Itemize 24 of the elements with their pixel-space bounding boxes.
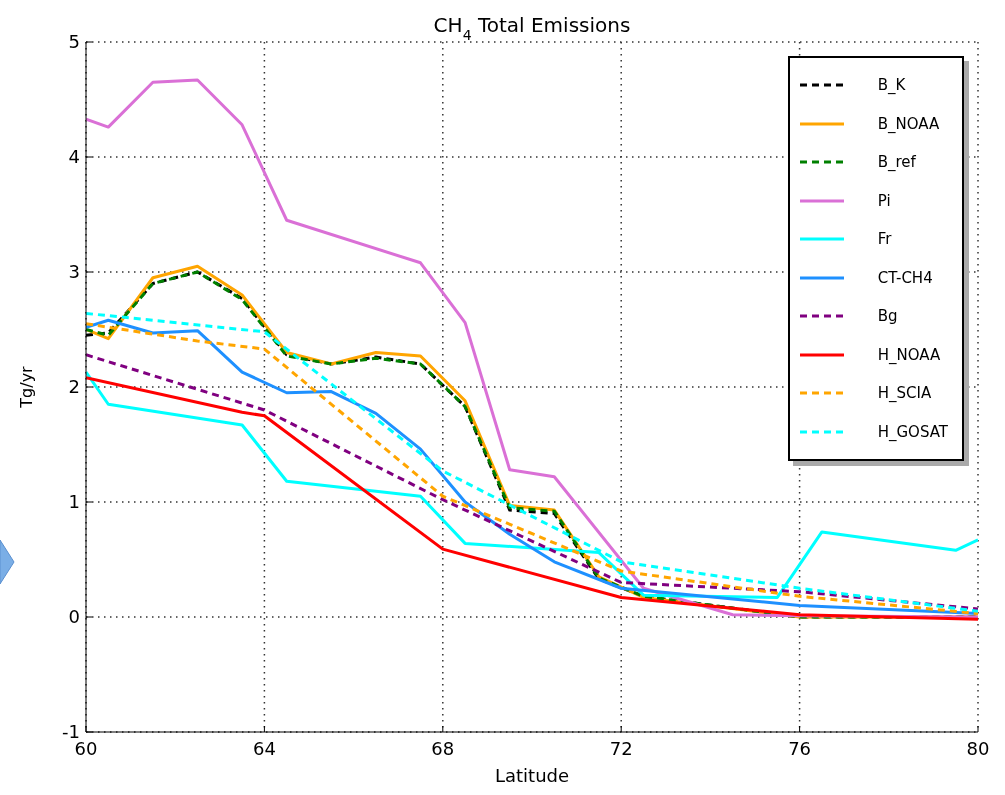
y-tick-label: 1: [68, 491, 80, 513]
y-axis-title: Tg/yr: [16, 365, 36, 409]
y-tick-label: 4: [68, 146, 80, 168]
y-tick-label: 2: [68, 376, 80, 398]
legend-label: CT-CH4: [877, 268, 933, 287]
x-tick-label: 72: [609, 737, 633, 759]
x-tick-label: 76: [788, 737, 812, 759]
legend-label: Fr: [877, 230, 892, 249]
x-axis-title: Latitude: [494, 765, 570, 786]
chart-title: CH$_{4}$ Total Emissions: [433, 13, 631, 43]
x-tick-label: 80: [966, 737, 990, 759]
y-tick-label: 0: [68, 606, 80, 628]
legend-label: H_NOAA: [877, 345, 941, 364]
legend-label: Bg: [877, 307, 898, 326]
legend-label: B_NOAA: [877, 114, 940, 133]
y-tick-label: 3: [68, 261, 80, 283]
legend-label: H_GOSAT: [877, 422, 948, 441]
legend-label: H_SCIA: [877, 384, 932, 403]
x-tick-label: 64: [252, 737, 276, 759]
legend-label: Pi: [877, 191, 891, 210]
legend-label: B_K: [877, 76, 906, 95]
x-tick-label: 68: [431, 737, 455, 759]
legend-label: B_ref: [877, 153, 916, 172]
y-tick-label: 5: [68, 31, 80, 53]
